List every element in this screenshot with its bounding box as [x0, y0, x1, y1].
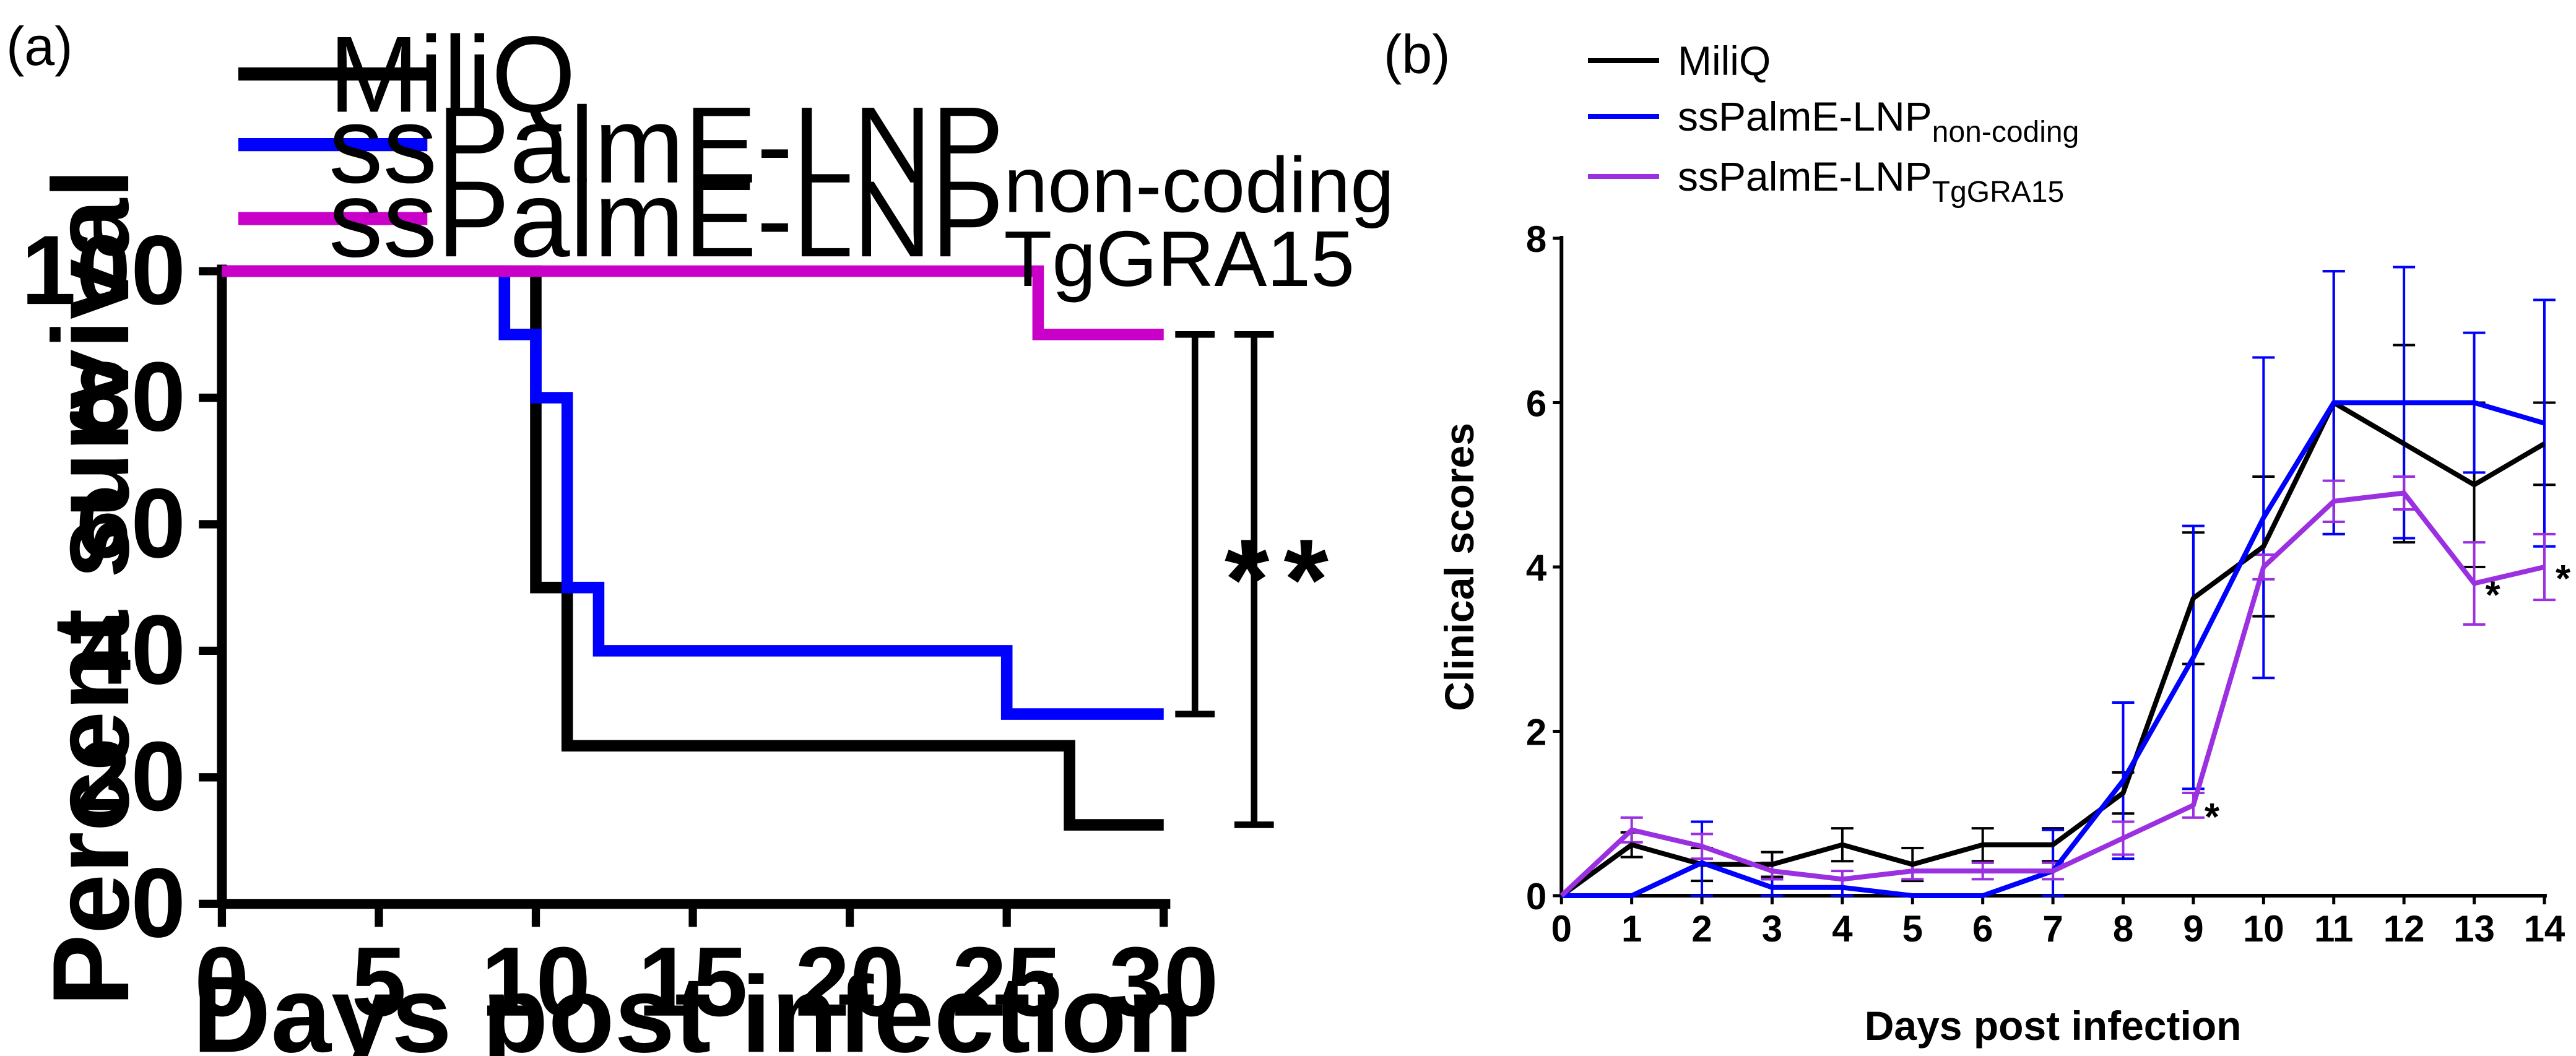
- legend-label-0: MiliQ: [329, 14, 576, 136]
- x-tick-label: 2: [1691, 908, 1712, 950]
- x-tick-label: 4: [1832, 908, 1853, 950]
- y-tick-label: 6: [1526, 383, 1546, 424]
- x-tick-label: 10: [2243, 908, 2284, 950]
- x-tick-label: 8: [2113, 908, 2133, 950]
- y-tick-label: 80: [76, 342, 186, 452]
- x-tick-label: 5: [352, 927, 407, 1037]
- legend-label-main-1: ssPalmE-LNP: [1678, 93, 1932, 139]
- legend-label-main-2: ssPalmE-LNP: [1678, 154, 1932, 199]
- y-axis-title: Percent survival: [30, 168, 152, 1006]
- x-tick-label: 25: [952, 927, 1062, 1037]
- legend-label-sub-1: non-coding: [1932, 116, 2079, 149]
- score-line-2: [1559, 490, 2545, 898]
- survival-line-2: [222, 265, 1164, 340]
- y-tick-label: 60: [76, 468, 186, 578]
- legend-label-main-0: MiliQ: [1678, 38, 1771, 84]
- legend-label-main-2: ssPalmE-LNP: [329, 158, 1004, 280]
- x-tick-label: 7: [2042, 908, 2063, 950]
- legend-label-main-0: MiliQ: [329, 14, 576, 136]
- survival-line-1: [222, 265, 1164, 720]
- survival-line-0: [222, 265, 1164, 831]
- x-tick-label: 13: [2453, 908, 2495, 950]
- x-tick-label: 1: [1621, 908, 1642, 950]
- x-tick-label: 14: [2524, 908, 2565, 950]
- x-axis-title: Days post infection: [193, 954, 1193, 1056]
- significance-star: *: [1284, 516, 1329, 644]
- legend-label-1: ssPalmE-LNPnon-coding: [1678, 93, 2079, 149]
- legend-label-sub-1: non-coding: [1004, 141, 1394, 229]
- y-axis-title: Clinical scores: [1436, 423, 1482, 711]
- x-tick-label: 10: [481, 927, 591, 1037]
- score-line-0: [1559, 400, 2546, 898]
- x-tick-label: 3: [1762, 908, 1782, 950]
- y-tick-label: 0: [1526, 876, 1546, 917]
- legend-label-sub-2: TgGRA15: [1932, 176, 2064, 209]
- significance-star: *: [1225, 516, 1270, 644]
- y-tick-label: 8: [1526, 219, 1546, 260]
- x-tick-label: 12: [2383, 908, 2425, 950]
- legend-label-1: ssPalmE-LNPnon-coding: [329, 85, 1394, 230]
- panel-b-label: (b): [1384, 24, 1451, 85]
- x-tick-label: 20: [795, 927, 904, 1037]
- x-tick-label: 9: [2183, 908, 2203, 950]
- legend-label-sub-2: TgGRA15: [1004, 215, 1355, 303]
- x-tick-label: 30: [1109, 927, 1218, 1037]
- y-tick-label: 0: [131, 847, 186, 958]
- legend-label-2: ssPalmE-LNPTgGRA15: [329, 158, 1355, 303]
- y-tick-label: 40: [76, 594, 186, 704]
- y-tick-label: 20: [76, 721, 186, 831]
- x-tick-label: 15: [638, 927, 747, 1037]
- legend-label-2: ssPalmE-LNPTgGRA15: [1678, 154, 2064, 209]
- panel-a-label: (a): [6, 15, 73, 77]
- y-tick-label: 4: [1526, 547, 1547, 589]
- legend-label-0: MiliQ: [1678, 38, 1771, 84]
- y-tick-label: 2: [1526, 711, 1546, 753]
- x-tick-label: 5: [1902, 908, 1923, 950]
- significance-star: *: [2486, 574, 2501, 617]
- x-tick-label: 6: [1972, 908, 1993, 950]
- significance-star: *: [2205, 796, 2220, 839]
- legend-label-main-1: ssPalmE-LNP: [329, 85, 1004, 206]
- significance-star: *: [2556, 558, 2571, 600]
- x-tick-label: 11: [2314, 908, 2353, 950]
- x-tick-label: 0: [1551, 908, 1572, 950]
- x-tick-label: 0: [194, 927, 249, 1037]
- x-axis-title: Days post infection: [1865, 1003, 2242, 1049]
- y-tick-label: 100: [21, 215, 186, 325]
